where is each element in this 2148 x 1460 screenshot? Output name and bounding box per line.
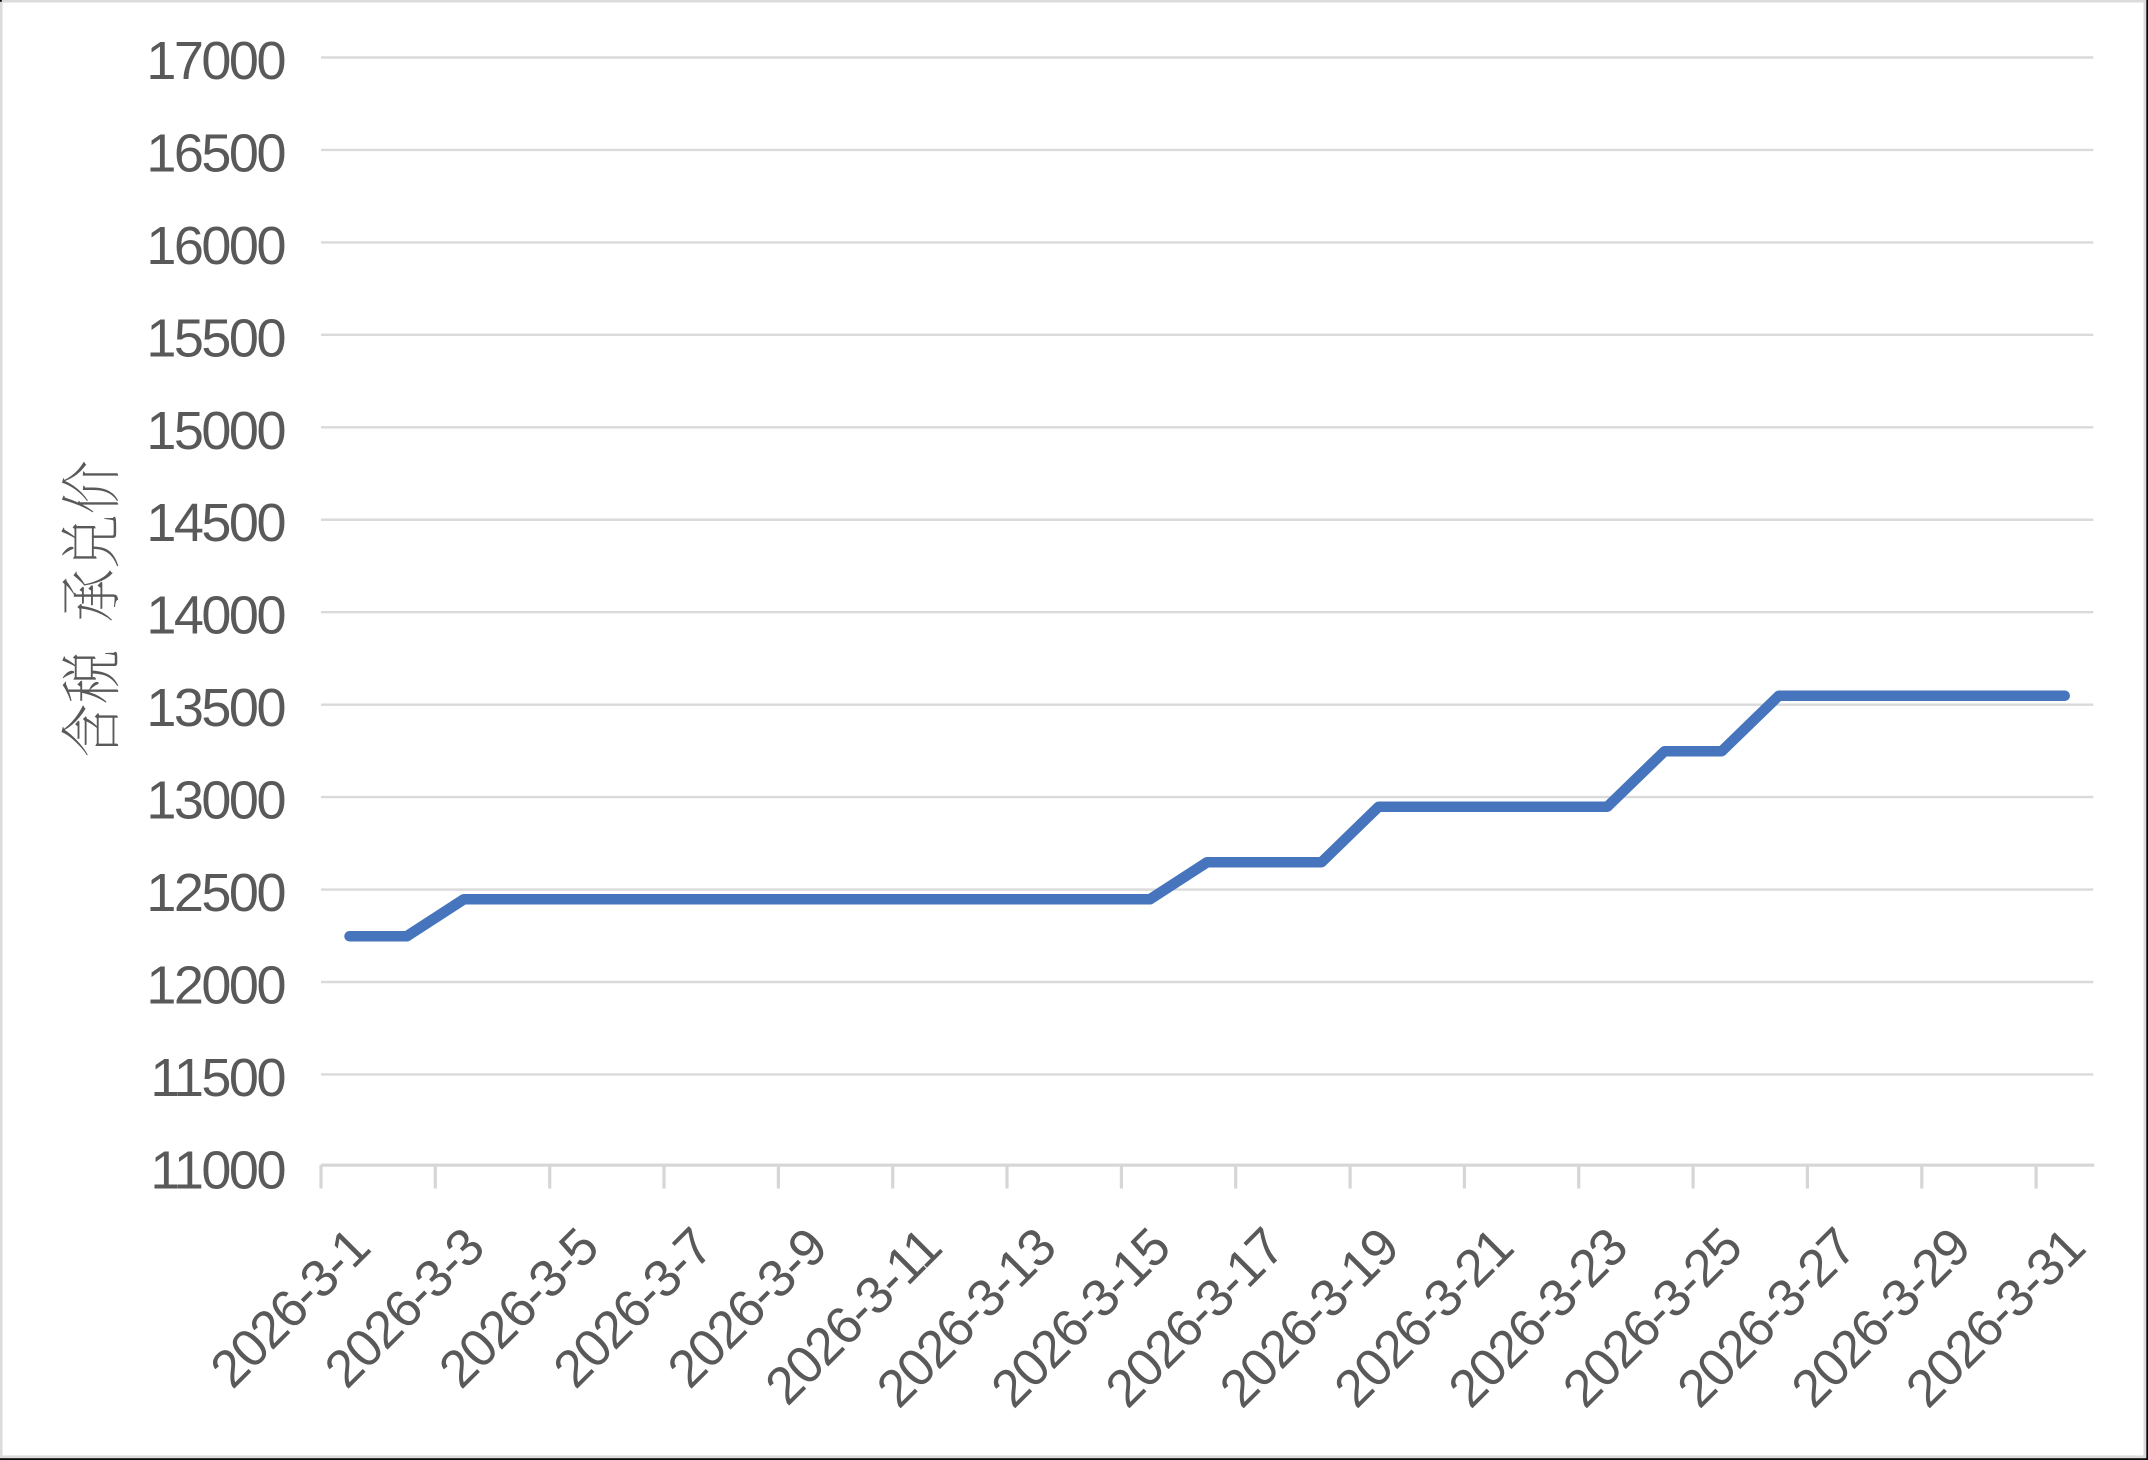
svg-text:12500: 12500 xyxy=(146,863,284,923)
svg-text:15500: 15500 xyxy=(146,308,284,368)
svg-text:11500: 11500 xyxy=(150,1048,284,1108)
svg-text:17000: 17000 xyxy=(146,31,284,91)
svg-text:14500: 14500 xyxy=(146,493,284,553)
svg-text:15000: 15000 xyxy=(146,401,284,461)
svg-text:12000: 12000 xyxy=(146,956,284,1016)
svg-text:13500: 13500 xyxy=(146,678,284,738)
svg-text:14000: 14000 xyxy=(146,586,284,646)
svg-text:16500: 16500 xyxy=(146,123,284,183)
svg-text:13000: 13000 xyxy=(146,771,284,831)
svg-text:16000: 16000 xyxy=(146,216,284,276)
svg-text:11000: 11000 xyxy=(150,1140,284,1200)
